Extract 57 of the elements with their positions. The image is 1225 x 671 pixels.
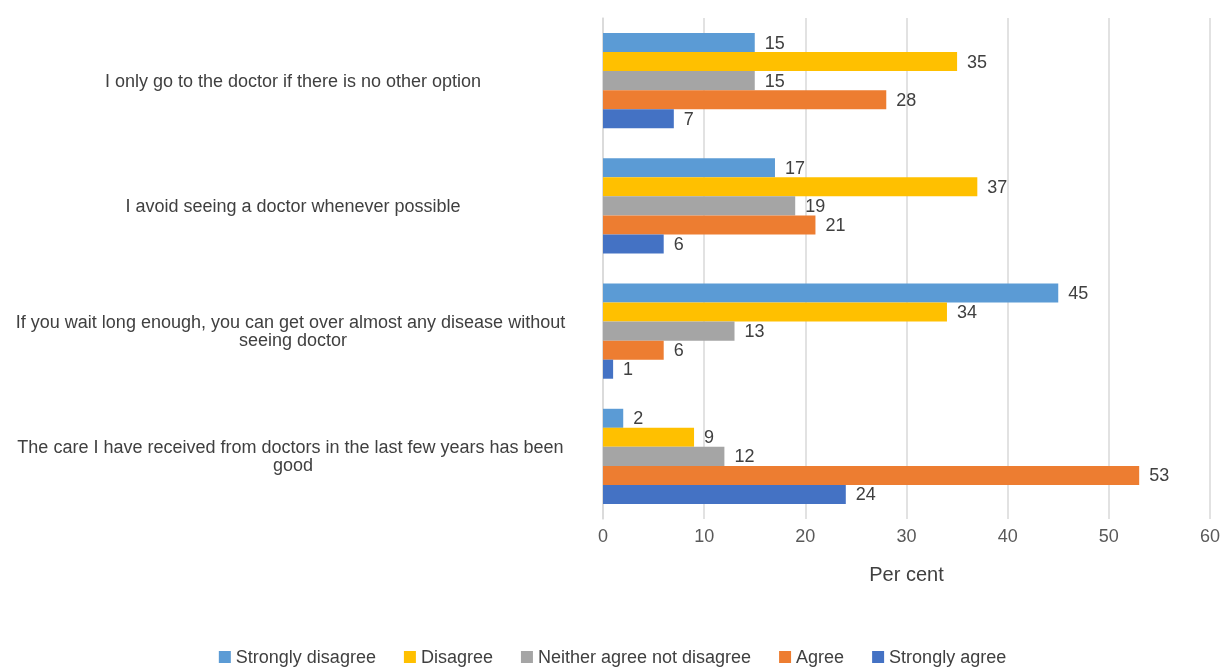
data-label: 9: [704, 427, 715, 448]
bar: [603, 446, 725, 466]
bar: [603, 484, 846, 504]
bar: [603, 340, 664, 360]
x-tick-label: 40: [997, 526, 1018, 546]
bar: [603, 321, 735, 341]
bar: [603, 177, 978, 197]
x-axis-title: Per cent: [869, 563, 945, 585]
bar: [603, 109, 674, 129]
data-label: 28: [896, 89, 917, 110]
bar: [603, 158, 775, 178]
x-tick-label: 10: [694, 526, 715, 546]
y-tick-label: I only go to the doctor if there is no other option: [104, 70, 482, 91]
data-label: 35: [967, 51, 988, 72]
data-label: 7: [683, 108, 694, 129]
x-tick-label: 60: [1199, 526, 1221, 546]
legend-label: Neither agree not disagree: [537, 647, 752, 667]
data-label: 37: [987, 176, 1008, 197]
data-label: 12: [734, 446, 755, 467]
bar: [603, 234, 664, 254]
legend-label: Agree: [796, 647, 845, 667]
data-label: 15: [764, 70, 785, 91]
bar: [603, 196, 796, 216]
bar: [603, 71, 755, 91]
bar: [603, 215, 816, 235]
bar: [603, 52, 958, 72]
legend-label: Disagree: [420, 647, 493, 667]
x-tick-label: 0: [597, 526, 609, 546]
data-label: 6: [673, 340, 684, 361]
data-label: 17: [784, 157, 806, 178]
x-tick-label: 30: [896, 526, 917, 546]
x-tick-label: 50: [1098, 526, 1119, 546]
x-tick-label: 20: [795, 526, 816, 546]
y-tick-label: If you wait long enough, you can get over almost any disease without seeing doctor: [15, 312, 571, 351]
legend-label: Strongly disagree: [235, 647, 376, 667]
y-tick-label: I avoid seeing a doctor whenever possible: [125, 195, 461, 216]
bar: [603, 427, 695, 447]
bar: [603, 33, 755, 53]
y-tick-label: The care I have received from doctors in the last few years has been good: [17, 437, 569, 476]
bar: [603, 408, 624, 428]
bar: [603, 359, 614, 379]
data-label: 15: [764, 32, 785, 53]
data-label: 19: [805, 195, 826, 216]
legend-label: Strongly agree: [889, 647, 1007, 667]
data-label: 45: [1068, 283, 1089, 304]
data-label: 13: [744, 321, 765, 342]
bar: [603, 283, 1059, 303]
data-label: 53: [1149, 465, 1170, 486]
data-label: 1: [623, 359, 634, 380]
data-label: 21: [825, 214, 846, 235]
bar: [603, 302, 947, 322]
data-label: 34: [956, 302, 977, 323]
data-label: 6: [673, 233, 684, 254]
bar: [603, 90, 887, 110]
data-label: 24: [855, 484, 876, 505]
data-label: 2: [633, 408, 644, 429]
bar: [603, 465, 1140, 485]
